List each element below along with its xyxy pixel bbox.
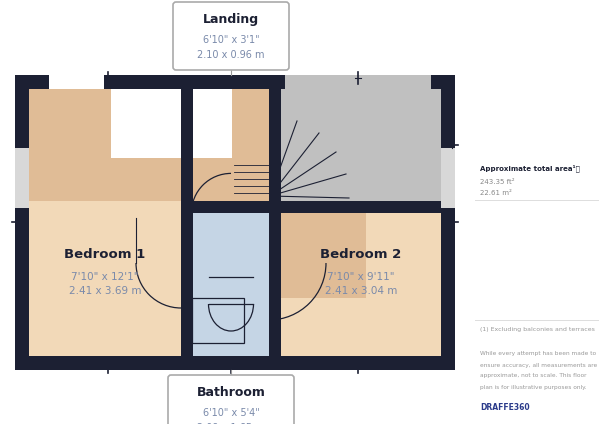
Bar [275, 89, 441, 356]
Bar [275, 213, 366, 298]
Text: 2.41 x 3.69 m: 2.41 x 3.69 m [69, 285, 141, 296]
Text: 6'10" x 5'4": 6'10" x 5'4" [203, 408, 259, 418]
Text: 243.35 ft²: 243.35 ft² [480, 179, 515, 185]
Bar [269, 89, 281, 201]
FancyBboxPatch shape [173, 2, 289, 70]
Text: 7'10" x 12'1": 7'10" x 12'1" [71, 271, 139, 282]
Bar [49, 75, 104, 89]
Text: 2.09 x 1.65 m: 2.09 x 1.65 m [197, 423, 265, 424]
Bar [15, 75, 455, 370]
Bar [187, 89, 275, 356]
Bar [29, 201, 187, 356]
Bar [111, 89, 181, 158]
Text: 2.10 x 0.96 m: 2.10 x 0.96 m [197, 50, 265, 60]
Bar [192, 298, 244, 343]
Bar [275, 89, 441, 201]
Bar [275, 201, 441, 213]
Text: ensure accuracy, all measurements are: ensure accuracy, all measurements are [480, 363, 597, 368]
Bar [29, 89, 187, 201]
Bar [441, 148, 455, 208]
Text: plan is for illustrative purposes only.: plan is for illustrative purposes only. [480, 385, 587, 390]
Bar [285, 75, 431, 89]
Bar [29, 89, 187, 356]
Bar [187, 89, 232, 158]
Text: 2.41 x 3.04 m: 2.41 x 3.04 m [325, 285, 397, 296]
Bar [181, 158, 193, 356]
Text: Bedroom 1: Bedroom 1 [64, 248, 146, 261]
Bar [187, 213, 275, 356]
Text: approximate, not to scale. This floor: approximate, not to scale. This floor [480, 374, 587, 379]
Text: Bedroom 2: Bedroom 2 [320, 248, 401, 261]
Text: 7'10" x 9'11": 7'10" x 9'11" [327, 271, 395, 282]
Text: Bathroom: Bathroom [197, 385, 265, 399]
Text: Landing: Landing [203, 12, 259, 25]
Bar [269, 213, 281, 356]
FancyBboxPatch shape [168, 375, 294, 424]
Bar [29, 89, 181, 201]
Bar [187, 201, 275, 213]
Text: 6'10" x 3'1": 6'10" x 3'1" [203, 35, 259, 45]
Text: While every attempt has been made to: While every attempt has been made to [480, 351, 596, 357]
Text: (1) Excluding balconies and terraces: (1) Excluding balconies and terraces [480, 327, 595, 332]
Bar [29, 89, 181, 356]
Text: Approximate total area¹⧧: Approximate total area¹⧧ [480, 164, 580, 172]
Bar [181, 89, 193, 158]
Text: 22.61 m²: 22.61 m² [480, 190, 512, 196]
Text: DRAFFE360: DRAFFE360 [480, 404, 530, 413]
Bar [15, 148, 29, 208]
